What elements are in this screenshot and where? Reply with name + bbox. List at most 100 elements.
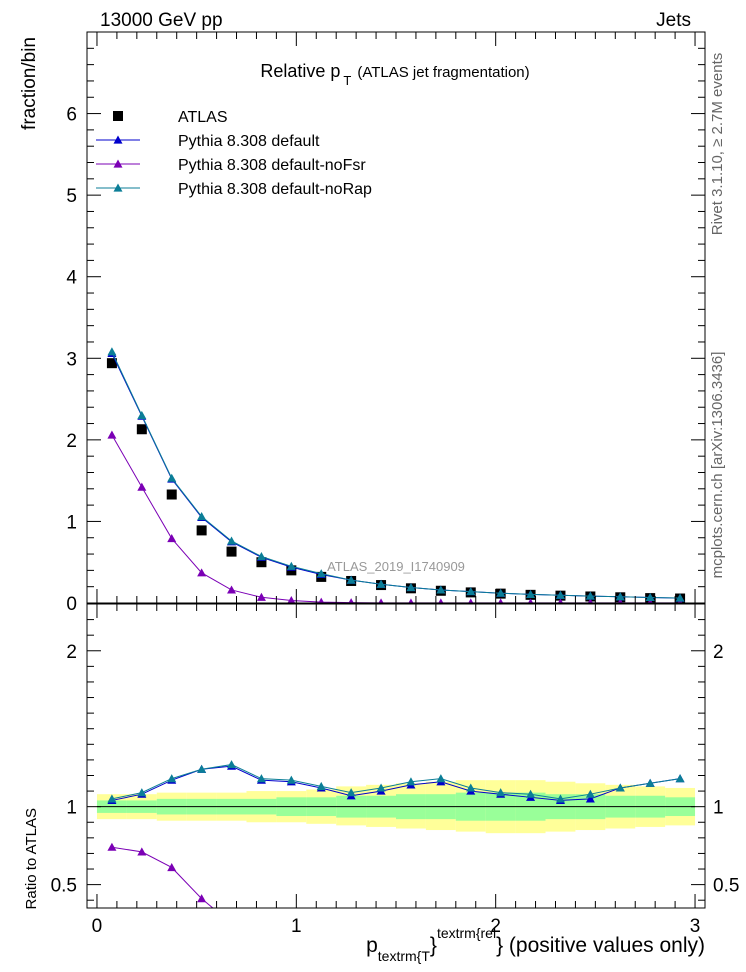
ratio-series-marker [496,788,506,797]
atlas-data-point [256,557,267,568]
ratio-series-line [111,764,681,800]
atlas-data-point [106,358,117,369]
rivet-label: Rivet 3.1.10, ≥ 2.7M events [709,53,726,236]
ratio-series-marker [556,957,565,965]
legend-entry-label: Pythia 8.308 default-noRap [178,181,372,198]
ratio-y-tick-label-right: 0.5 [713,876,739,897]
ratio-series-marker [586,957,595,965]
series-marker [197,568,207,577]
series-marker [466,587,476,596]
series-marker [557,598,564,603]
series-marker [615,592,625,601]
ratio-series-marker [346,788,356,797]
ratio-series-marker [645,778,655,787]
series-marker [286,561,296,570]
x-tick-label: 1 [291,916,302,937]
ratio-series-marker [137,788,147,797]
x-tick-label: 0 [92,916,103,937]
legend-entry-label: ATLAS [178,109,228,126]
legend: ATLAS Pythia 8.308 default Pythia 8.308 de… [96,109,372,198]
series-marker [348,598,354,603]
series-marker [526,589,536,599]
series-marker [316,569,326,578]
y-tick-label: 1 [66,512,77,533]
atlas-data-point [226,546,237,557]
ratio-series-marker [496,957,505,965]
ratio-series-marker [466,783,476,792]
legend-marker [113,159,123,168]
ratio-y-tick-label: 2 [66,642,77,663]
ratio-series-marker [615,783,625,792]
series-marker [468,598,474,603]
series-marker [585,591,595,600]
series-marker [498,598,504,603]
atlas-data-point [136,424,147,435]
ratio-y-tick-label: 1 [66,798,77,819]
series-marker [256,552,266,561]
ratio-series-marker [227,919,236,927]
y-tick-label: 2 [66,431,77,452]
header-right: Jets [656,10,691,31]
series-marker [137,482,147,491]
ratio-series-marker [585,789,595,798]
ratio-series-marker [316,781,326,790]
ratio-series-marker [347,955,356,963]
series-marker [406,583,416,592]
series-marker [197,512,207,521]
atlas-data-point [166,489,177,500]
analysis-watermark: ATLAS_2019_I1740909 [327,559,465,574]
ratio-series-marker [197,764,207,773]
series-marker [645,592,655,602]
y-tick-label: 5 [66,186,77,207]
header-left: 13000 GeV pp [100,10,223,31]
ratio-series-marker [466,957,475,965]
series-marker [376,579,386,588]
ratio-ylabel: Ratio to ATLAS [23,808,40,909]
series-line [111,434,681,603]
y-tick-label: 3 [66,349,77,370]
legend-marker [113,135,123,144]
series-marker [346,575,356,584]
series-marker [408,598,414,603]
ratio-series-marker [286,775,296,784]
series-marker [675,593,685,602]
ratio-series-marker [436,774,446,783]
legend-entry-label: Pythia 8.308 default-noFsr [178,157,366,174]
ratio-series-marker [675,774,685,783]
main-ylabel: fraction/bin [19,37,40,130]
main-series-layer [106,347,686,603]
series-marker [617,598,623,603]
series-marker [167,473,177,482]
ratio-series-line [111,846,214,908]
ratio-panel: 0 1 2 3 0.5 0.5 1 1 2 2 [51,603,739,965]
series-line [111,351,681,599]
ratio-y-tick-label: 0.5 [51,876,77,897]
ratio-series-marker [227,760,237,769]
ratio-y-tick-label-right: 2 [713,642,724,663]
ratio-series-marker [257,935,266,943]
ratio-series-marker [376,783,386,792]
series-marker [438,598,444,603]
main-title: Relative p T (ATLAS jet fragmentation) [260,61,529,88]
series-marker [496,588,506,597]
ratio-series-marker [107,794,117,803]
ratio-series-marker [646,957,655,965]
legend-marker [113,183,123,192]
ratio-xlabel: ptextrm{T}textrm{rel} (positive values o… [366,925,705,964]
ratio-series-marker [256,774,266,783]
series-marker [256,592,266,601]
ratio-series-marker [616,957,625,965]
series-marker [107,347,117,356]
ratio-series-marker [107,842,117,851]
series-marker [555,590,565,599]
ratio-series-marker [585,794,595,803]
main-panel: 0 1 2 3 4 5 6 [66,31,706,615]
ratio-series-marker [317,952,326,960]
series-marker [287,596,296,603]
series-marker [436,585,446,594]
mcplots-label: mcplots.cern.ch [arXiv:1306.3436] [709,352,726,579]
ratio-series-marker [526,789,536,798]
ratio-series-marker [167,774,177,783]
series-marker [167,534,177,543]
legend-marker-atlas [113,111,123,121]
